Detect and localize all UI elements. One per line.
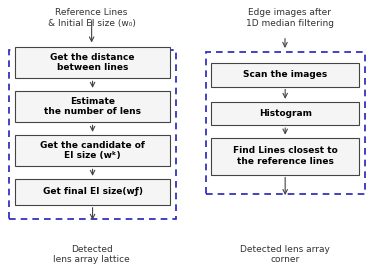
Text: Detected
lens array lattice: Detected lens array lattice [53, 244, 130, 264]
FancyBboxPatch shape [211, 102, 359, 125]
FancyBboxPatch shape [15, 91, 170, 122]
Text: Estimate
the number of lens: Estimate the number of lens [44, 97, 141, 116]
FancyBboxPatch shape [211, 63, 359, 87]
Text: Reference Lines
& Initial EI size (w₀): Reference Lines & Initial EI size (w₀) [48, 8, 135, 28]
Text: Get final EI size(wƒ): Get final EI size(wƒ) [43, 187, 142, 196]
Text: Get the candidate of
EI size (wᵏ): Get the candidate of EI size (wᵏ) [40, 141, 145, 160]
Text: Histogram: Histogram [259, 109, 312, 118]
FancyBboxPatch shape [211, 138, 359, 175]
FancyBboxPatch shape [15, 135, 170, 166]
Text: Detected lens array
corner: Detected lens array corner [240, 244, 330, 264]
Text: Scan the images: Scan the images [243, 70, 327, 79]
Text: Find Lines closest to
the reference lines: Find Lines closest to the reference line… [233, 146, 338, 166]
Text: Edge images after
1D median filtering: Edge images after 1D median filtering [246, 8, 334, 28]
Text: Get the distance
between lines: Get the distance between lines [50, 53, 135, 72]
FancyBboxPatch shape [15, 47, 170, 78]
FancyBboxPatch shape [15, 179, 170, 205]
